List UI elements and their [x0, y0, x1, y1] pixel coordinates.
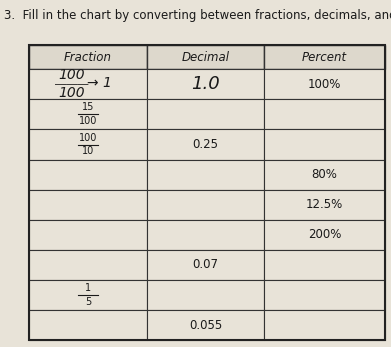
- Text: 5: 5: [85, 297, 91, 307]
- Text: 100: 100: [58, 86, 85, 100]
- Text: Fraction: Fraction: [64, 51, 112, 64]
- Text: → 1: → 1: [87, 76, 112, 90]
- Text: 200%: 200%: [308, 228, 341, 241]
- Text: 80%: 80%: [312, 168, 337, 181]
- Text: 15: 15: [82, 102, 94, 112]
- Text: 100%: 100%: [308, 78, 341, 91]
- Text: 1: 1: [85, 283, 91, 293]
- Text: Decimal: Decimal: [181, 51, 230, 64]
- Text: 0.25: 0.25: [192, 138, 219, 151]
- Text: 0.07: 0.07: [192, 259, 219, 271]
- Text: 3.  Fill in the chart by converting between fractions, decimals, and percents.: 3. Fill in the chart by converting betwe…: [4, 9, 391, 22]
- Text: 1.0: 1.0: [191, 75, 220, 93]
- Text: 0.055: 0.055: [189, 319, 222, 331]
- Text: ―――: ―――: [55, 79, 88, 89]
- Text: 100: 100: [58, 68, 85, 82]
- Text: 100: 100: [79, 133, 97, 143]
- Text: 100: 100: [79, 116, 97, 126]
- Text: 10: 10: [82, 146, 94, 156]
- Text: Percent: Percent: [302, 51, 347, 64]
- Text: 12.5%: 12.5%: [306, 198, 343, 211]
